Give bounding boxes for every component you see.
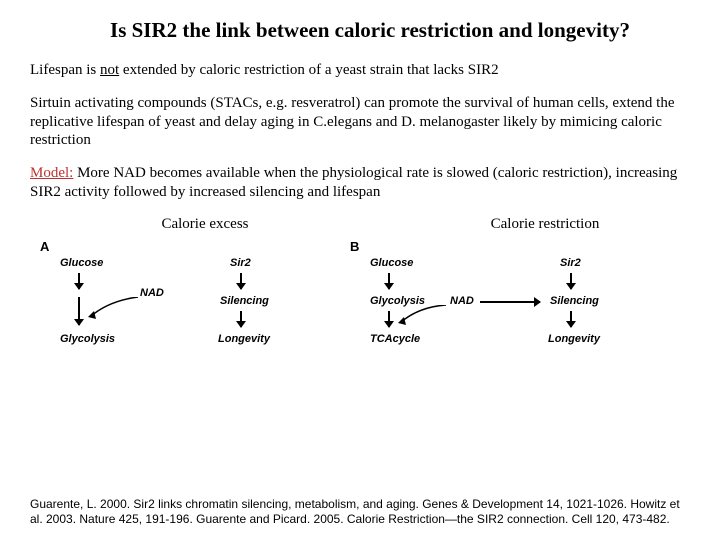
nad-curve-icon <box>88 297 148 325</box>
label-sir2-b: Sir2 <box>560 257 581 269</box>
nad-curve-b-icon <box>398 305 453 333</box>
para1-post: extended by caloric restriction of a yea… <box>119 62 498 78</box>
label-silencing-b: Silencing <box>550 295 599 307</box>
paragraph-1: Lifespan is not extended by caloric rest… <box>30 61 690 80</box>
diagram-row: Calorie excess A Glucose NAD Glycolysis … <box>30 216 690 379</box>
panel-a-caption: Calorie excess <box>40 216 340 233</box>
arrow-down-icon <box>570 273 572 289</box>
arrow-right-icon <box>480 301 540 303</box>
para3-text: More NAD becomes available when the phys… <box>30 165 677 200</box>
panel-b-caption: Calorie restriction <box>350 216 680 233</box>
slide: Is SIR2 the link between caloric restric… <box>0 0 720 540</box>
para1-pre: Lifespan is <box>30 62 100 78</box>
label-glucose-b: Glucose <box>370 257 413 269</box>
paragraph-2: Sirtuin activating compounds (STACs, e.g… <box>30 94 690 150</box>
paragraph-3: Model: More NAD becomes available when t… <box>30 164 690 202</box>
arrow-down-icon <box>240 311 242 327</box>
arrow-down-icon <box>78 297 80 325</box>
para1-underline: not <box>100 62 119 78</box>
arrow-down-icon <box>78 273 80 289</box>
label-silencing-a: Silencing <box>220 295 269 307</box>
panel-b: Calorie restriction B Glucose NAD Glycol… <box>350 216 680 379</box>
arrow-down-icon <box>570 311 572 327</box>
label-glucose-a: Glucose <box>60 257 103 269</box>
references: Guarente, L. 2000. Sir2 links chromatin … <box>30 497 690 526</box>
label-longevity-a: Longevity <box>218 333 270 345</box>
slide-title: Is SIR2 the link between caloric restric… <box>30 18 690 43</box>
panel-b-body: B Glucose NAD Glycolysis TCAcycle Sir2 S… <box>350 239 680 379</box>
label-longevity-b: Longevity <box>548 333 600 345</box>
panel-a: Calorie excess A Glucose NAD Glycolysis … <box>40 216 340 379</box>
panel-b-letter: B <box>350 239 359 254</box>
arrow-down-icon <box>388 311 390 327</box>
model-label: Model: <box>30 165 73 181</box>
panel-a-body: A Glucose NAD Glycolysis Sir2 Silencing … <box>40 239 340 379</box>
label-nad-b: NAD <box>450 295 474 307</box>
label-glycolysis-a: Glycolysis <box>60 333 115 345</box>
label-tca-b: TCAcycle <box>370 333 420 345</box>
arrow-down-icon <box>240 273 242 289</box>
arrow-down-icon <box>388 273 390 289</box>
label-sir2-a: Sir2 <box>230 257 251 269</box>
panel-a-letter: A <box>40 239 49 254</box>
